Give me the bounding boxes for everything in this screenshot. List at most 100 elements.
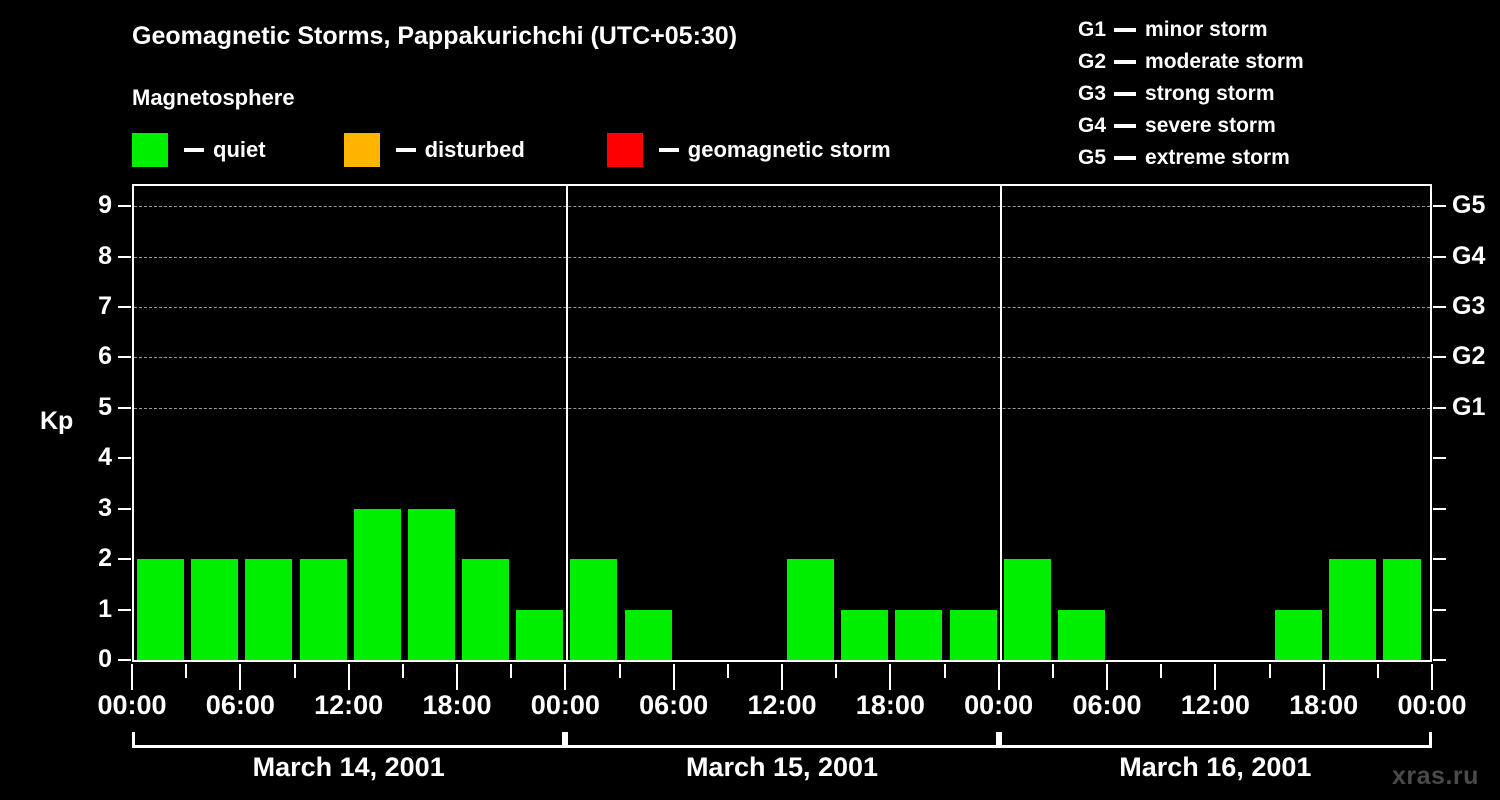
x-tick-minor <box>510 664 513 678</box>
y-tick-mark <box>118 608 131 611</box>
bars-layer <box>134 186 1430 660</box>
x-tick-major <box>1322 664 1325 690</box>
gscale-row-G4: G4 severe storm <box>1078 110 1304 142</box>
g-tick-mark <box>1433 356 1446 359</box>
gscale-text: extreme storm <box>1145 146 1290 169</box>
y-tick-label: 2 <box>98 544 112 573</box>
x-tick-label: 18:00 <box>855 690 925 720</box>
x-tick-minor <box>726 664 729 678</box>
day-separator <box>999 186 1002 660</box>
bar[interactable] <box>841 609 889 660</box>
bar[interactable] <box>191 559 239 660</box>
gscale-code: G2 <box>1078 50 1107 73</box>
y-tick-label: 1 <box>98 594 112 623</box>
bar[interactable] <box>353 508 401 660</box>
day-separator <box>566 186 569 660</box>
gscale-text: severe storm <box>1145 114 1276 137</box>
bar[interactable] <box>570 559 618 660</box>
x-tick-major <box>564 664 567 690</box>
g-axis-minor-tick <box>1433 457 1446 460</box>
y-tick-label: 6 <box>98 342 112 371</box>
x-tick-major <box>889 664 892 690</box>
y-tick-mark <box>118 507 131 510</box>
x-tick-label: 00:00 <box>1397 690 1467 720</box>
gscale-dash-icon <box>1114 124 1137 128</box>
x-tick-minor <box>1376 664 1379 678</box>
legend-label: geomagnetic storm <box>687 137 891 162</box>
gscale-text: minor storm <box>1145 18 1268 41</box>
g-tick-mark <box>1433 406 1446 409</box>
y-axis-title: Kp <box>40 407 74 435</box>
legend-dash-icon <box>658 148 679 152</box>
g-axis-minor-tick <box>1433 608 1446 611</box>
x-tick-label: 06:00 <box>639 690 709 720</box>
x-tick-major <box>239 664 242 690</box>
g-tick-label: G4 <box>1452 241 1486 270</box>
legend-item-geomagnetic-storm[interactable]: geomagnetic storm <box>606 132 891 168</box>
g-tick-mark <box>1433 255 1446 258</box>
x-tick-major <box>456 664 458 690</box>
y-tick-label: 0 <box>98 645 112 673</box>
y-tick-label: 8 <box>98 241 112 270</box>
bar[interactable] <box>624 609 672 660</box>
y-tick-label: 4 <box>98 443 112 472</box>
gscale-code: G3 <box>1078 82 1107 105</box>
gscale-text: strong storm <box>1145 82 1275 105</box>
legend-dash-icon <box>184 148 204 152</box>
gridline-kp-6 <box>134 357 1430 359</box>
day-bracket <box>998 732 1432 748</box>
x-tick-label: 00:00 <box>530 690 600 720</box>
bar[interactable] <box>895 609 943 660</box>
bar[interactable] <box>516 609 564 660</box>
legend-dash-icon <box>395 148 416 152</box>
bar[interactable] <box>137 559 185 660</box>
gridline-kp-7 <box>134 307 1430 309</box>
x-tick-label: 12:00 <box>314 690 384 720</box>
g-scale-legend: G1 minor storm G2 moderate storm G3 strong st… <box>1078 14 1304 174</box>
disturbed-swatch <box>343 133 380 167</box>
y-tick-mark <box>118 457 131 460</box>
x-tick-major <box>1431 664 1433 690</box>
x-tick-major <box>1106 664 1108 690</box>
g-axis-minor-tick <box>1433 558 1446 561</box>
x-tick-major <box>672 664 675 690</box>
bar[interactable] <box>1328 559 1376 660</box>
y-tick-label: 9 <box>98 191 112 220</box>
bar[interactable] <box>949 609 997 660</box>
gridline-kp-5 <box>134 407 1430 409</box>
y-tick-mark <box>118 255 131 258</box>
g-tick-label: G1 <box>1452 392 1486 421</box>
g-tick-label: G2 <box>1452 342 1486 371</box>
x-tick-label: 18:00 <box>1289 690 1359 720</box>
bar[interactable] <box>1274 609 1322 660</box>
watermark: xras.ru <box>1392 762 1479 790</box>
y-tick-label: 7 <box>98 292 112 321</box>
magnetosphere-legend: quiet disturbed geomagnetic storm <box>132 132 891 168</box>
x-tick-minor <box>1160 664 1163 678</box>
bar[interactable] <box>1382 559 1421 660</box>
x-tick-major <box>131 664 133 690</box>
day-bracket <box>565 732 999 748</box>
bar[interactable] <box>1057 609 1105 660</box>
gscale-dash-icon <box>1114 28 1137 32</box>
bar[interactable] <box>245 559 293 660</box>
x-tick-label: 06:00 <box>205 690 275 720</box>
quiet-swatch <box>132 133 168 167</box>
x-tick-minor <box>293 664 296 678</box>
bar[interactable] <box>787 559 835 660</box>
legend-item-disturbed[interactable]: disturbed <box>343 132 525 168</box>
bar[interactable] <box>407 508 455 660</box>
bar[interactable] <box>299 559 347 660</box>
x-tick-label: 12:00 <box>747 690 817 720</box>
x-tick-major <box>781 664 783 690</box>
y-tick-mark <box>118 306 131 309</box>
legend-label: disturbed <box>424 137 525 162</box>
bar[interactable] <box>462 559 510 660</box>
legend-item-quiet[interactable]: quiet <box>132 132 266 168</box>
y-tick-label: 5 <box>98 392 112 421</box>
bar[interactable] <box>1003 559 1051 660</box>
g-tick-label: G3 <box>1452 292 1486 321</box>
x-tick-label: 06:00 <box>1072 690 1142 720</box>
y-tick-label: 3 <box>98 493 112 522</box>
magnetosphere-label: Magnetosphere <box>132 85 295 110</box>
